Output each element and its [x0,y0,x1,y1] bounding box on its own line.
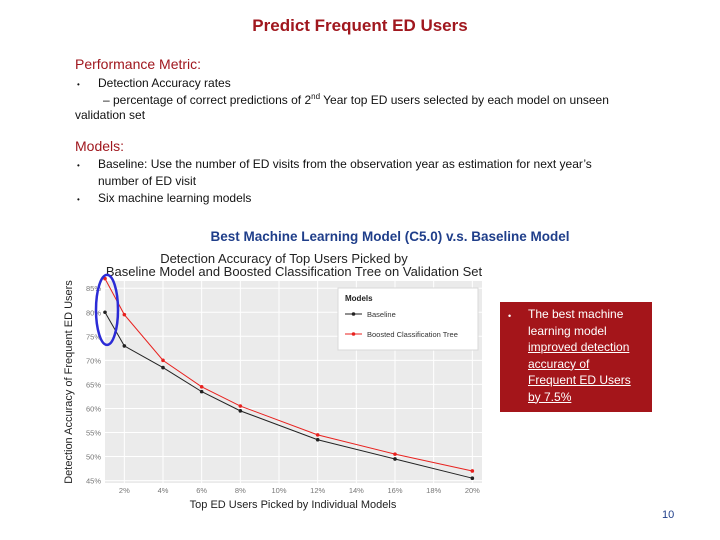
data-point [315,437,320,442]
data-point [393,457,397,461]
highlight-ellipse [94,273,120,347]
performance-bullet: Detection Accuracy rates [98,76,231,90]
callout-box: • The best machine learning model improv… [500,302,652,412]
legend-title: Models [345,294,373,303]
y-tick-label: 50% [86,453,101,462]
x-tick-label: 8% [235,486,246,495]
data-point [122,312,127,317]
performance-desc-line2: validation set [75,108,146,122]
page-number: 10 [662,509,675,521]
bullet-dot: • [77,195,80,204]
chart-title-line1: Detection Accuracy of Top Users Picked b… [160,251,408,266]
slide-title: Predict Frequent ED Users [252,16,468,35]
bullet-dot: • [77,161,80,170]
y-tick-label: 55% [86,429,101,438]
series-line-boosted-tree [104,278,473,472]
x-tick-label: 6% [196,486,207,495]
x-tick-label: 20% [465,486,480,495]
callout-line: by 7.5% [528,389,572,404]
data-point [103,310,107,315]
data-point [161,365,165,370]
data-point [470,469,475,473]
x-tick-label: 18% [426,486,441,495]
chart-title-line2: Baseline Model and Boosted Classificatio… [106,264,483,279]
legend-label: Baseline [367,310,396,319]
bullet-dot: • [508,311,512,321]
y-tick-label: 85% [86,284,101,293]
data-point [238,409,243,413]
models-bullet1-line2: number of ED visit [98,174,197,188]
chart-legend: Models Baseline Boosted Classification Tr… [337,287,479,351]
callout-line: improved detection [528,340,630,354]
accuracy-line-chart: Detection Accuracy of Top Users Picked b… [63,251,483,511]
y-tick-label: 70% [86,356,101,365]
x-tick-labels: 2% 4% 6% 8% 10% 12% 14% 16% 18% 20% [119,486,480,495]
callout-line: Frequent ED Users [528,373,631,387]
callout-line: The best machine [528,307,624,321]
x-tick-label: 16% [387,486,402,495]
models-heading: Models: [75,138,125,154]
x-axis-label: Top ED Users Picked by Individual Models [190,499,397,511]
performance-desc-line1: – percentage of correct predictions of 2… [103,92,609,107]
x-tick-label: 4% [158,486,169,495]
data-point [199,389,204,394]
models-bullet1-line1: Baseline: Use the number of ED visits fr… [98,157,592,171]
data-point [315,433,320,437]
data-point [238,404,243,408]
bullet-dot: • [77,80,80,89]
data-point [161,358,165,363]
callout-line: accuracy of [528,356,590,371]
x-tick-label: 12% [310,486,325,495]
data-point [199,385,204,389]
legend-key-point [351,312,356,316]
y-tick-labels: 45% 50% 55% 60% 65% 70% 75% 80% 85% [86,284,101,485]
data-point [122,344,127,348]
data-point [393,452,397,456]
y-tick-label: 80% [86,308,101,317]
y-tick-label: 75% [86,332,101,341]
callout-line: learning model [528,323,607,338]
y-axis-label: Detection Accuracy of Frequent ED Users [63,280,75,484]
x-tick-label: 10% [271,486,286,495]
models-bullet2: Six machine learning models [98,191,252,205]
x-tick-label: 14% [349,486,364,495]
data-point [470,476,475,480]
y-tick-label: 45% [86,477,101,486]
x-tick-label: 2% [119,486,130,495]
series-line-baseline [104,312,473,479]
legend-label: Boosted Classification Tree [367,330,458,339]
highlight-ellipse [94,273,120,347]
legend-box [337,287,479,351]
y-tick-label: 60% [86,404,101,413]
legend-key-point [351,332,356,336]
y-tick-label: 65% [86,380,101,389]
chart-heading: Best Machine Learning Model (C5.0) v.s. … [210,229,570,244]
series-lines [103,276,475,480]
performance-heading: Performance Metric: [75,56,202,72]
